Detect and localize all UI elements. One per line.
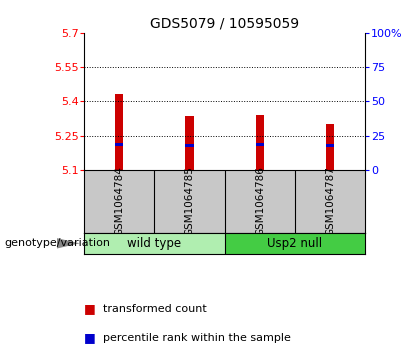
Text: GSM1064785: GSM1064785 <box>184 166 194 236</box>
Bar <box>256 115 264 170</box>
Text: ■: ■ <box>84 331 96 344</box>
Bar <box>256 143 264 146</box>
Bar <box>185 116 194 170</box>
Bar <box>115 94 123 170</box>
Text: GSM1064784: GSM1064784 <box>114 166 124 236</box>
Text: wild type: wild type <box>127 237 181 250</box>
Bar <box>84 233 225 254</box>
Bar <box>326 144 334 147</box>
Text: percentile rank within the sample: percentile rank within the sample <box>103 333 291 343</box>
Text: ■: ■ <box>84 302 96 315</box>
Text: GSM1064786: GSM1064786 <box>255 166 265 236</box>
Text: transformed count: transformed count <box>103 303 207 314</box>
Text: Usp2 null: Usp2 null <box>268 237 323 250</box>
Title: GDS5079 / 10595059: GDS5079 / 10595059 <box>150 16 299 30</box>
Text: genotype/variation: genotype/variation <box>4 238 110 248</box>
Bar <box>185 144 194 147</box>
Text: GSM1064787: GSM1064787 <box>325 166 335 236</box>
Bar <box>225 233 365 254</box>
Bar <box>115 143 123 146</box>
Bar <box>326 124 334 170</box>
Polygon shape <box>57 238 80 249</box>
